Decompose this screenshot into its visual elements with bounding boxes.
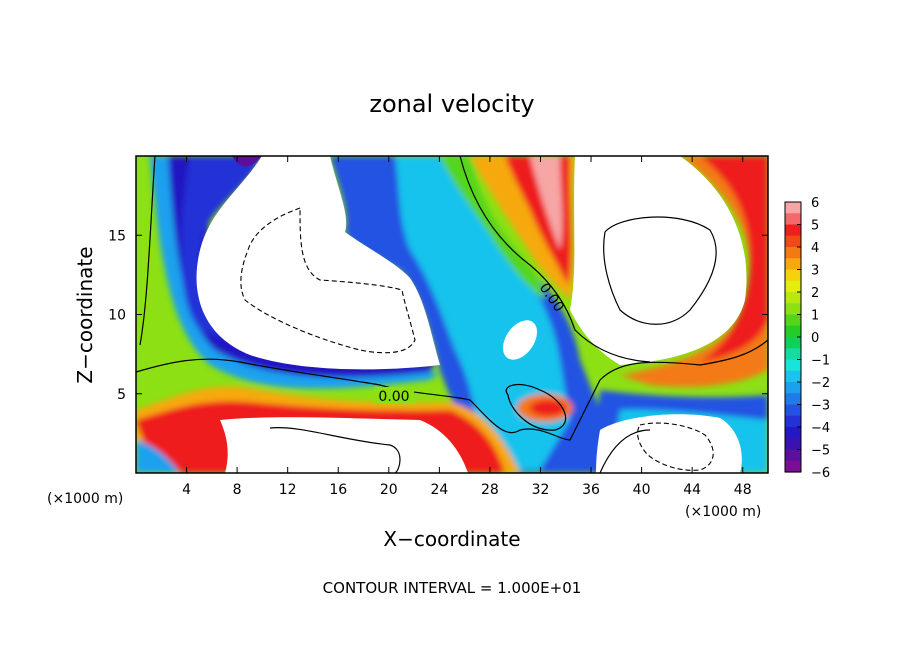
x-units-left: (×1000 m) [47,491,123,507]
colorbar-swatch [785,460,801,473]
colorbar-swatch [785,438,801,451]
colorbar-swatch [785,247,801,259]
chart-title: zonal velocity [369,90,534,118]
x-tick-label: 24 [430,482,448,498]
colorbar-swatch [785,280,801,293]
colorbar-swatch [785,258,801,271]
x-tick-label: 4 [182,482,191,498]
colorbar-swatch [785,393,801,406]
colorbar-label: 1 [811,309,819,324]
colorbar-swatch [785,415,801,428]
colorbar-swatch [785,382,801,394]
colorbar-swatch [785,337,801,349]
x-tick-label: 8 [233,482,242,498]
contour-label-lower: 0.00 [378,389,409,405]
x-tick-label: 28 [481,482,499,498]
colorbar-label: −4 [811,421,830,436]
colorbar-swatch [785,404,801,417]
colorbar-label: 6 [811,196,819,211]
contour-blob [505,383,567,431]
colorbar-swatch [785,235,801,248]
colorbar-label: 3 [811,264,819,279]
colorbar-label: 5 [811,219,819,234]
y-axis-ticks: 5 10 15 [108,228,768,403]
colorbar: 6 5 4 3 2 1 0 −1 −2 −3 −4 −5 −6 [784,196,830,481]
velocity-field [136,156,768,473]
x-tick-label: 20 [380,482,398,498]
colorbar-swatch [785,325,801,338]
colorbar-swatch [785,292,801,304]
colorbar-swatch [785,224,801,237]
x-tick-label: 16 [329,482,347,498]
dashed-contours [240,207,714,471]
x-tick-label: 32 [532,482,550,498]
colorbar-swatch [785,213,801,226]
x-tick-label: 48 [734,482,752,498]
y-axis-label: Z−coordinate [73,246,97,383]
colorbar-label: 2 [811,286,819,301]
zero-contour-main [136,339,768,441]
colorbar-swatch [785,370,801,383]
x-tick-label: 12 [279,482,297,498]
zero-contour-upper [459,156,651,363]
colorbar-label: −3 [811,399,830,414]
colorbar-swatch [785,348,801,361]
colorbar-label: −1 [811,354,830,369]
x-axis-ticks: 4 8 12 16 20 24 28 32 36 40 44 48 [182,156,752,498]
contour-bottom-right [599,429,651,473]
colorbar-swatch [785,303,801,316]
zero-contour-left [139,156,156,346]
colorbar-label: −2 [811,376,830,391]
colorbar-swatch [785,359,801,372]
colorbar-swatch [785,427,801,439]
contour-lower-island [269,427,401,473]
colorbar-label: −6 [811,466,830,481]
y-tick-label: 15 [108,228,126,244]
x-tick-label: 40 [633,482,651,498]
colorbar-label: 4 [811,241,819,256]
colorbar-swatch [785,314,801,327]
contour-interval-note: CONTOUR INTERVAL = 1.000E+01 [323,579,582,597]
colorbar-swatch [785,269,801,282]
x-tick-label: 44 [683,482,701,498]
x-axis-label: X−coordinate [383,527,520,551]
colorbar-swatch [785,449,801,462]
y-tick-label: 10 [108,308,126,324]
contour-right-island [603,216,717,325]
y-tick-label: 5 [117,387,126,403]
colorbar-label: −5 [811,444,830,459]
colorbar-swatch [785,202,801,214]
contour-lines [136,156,768,473]
x-units-right: (×1000 m) [685,504,761,520]
x-tick-label: 36 [582,482,600,498]
colorbar-label: 0 [811,331,819,346]
